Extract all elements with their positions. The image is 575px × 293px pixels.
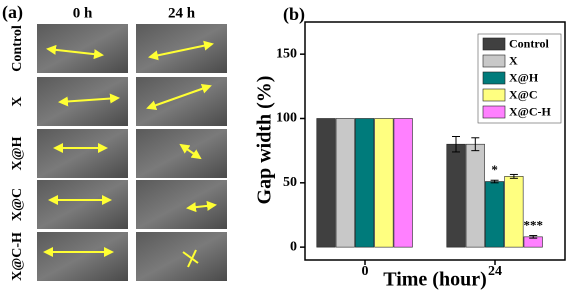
error-bar [452,135,460,153]
micrograph [136,24,227,73]
row-label: X@C [10,188,25,221]
legend-label: X@H [509,70,539,84]
cross-mark [182,251,199,264]
x-tick-label: 0 [362,264,369,279]
error-bar [471,137,480,152]
panel-label: (a) [2,2,23,23]
legend-label: Control [509,36,549,50]
arrow [179,143,202,160]
row-label: X@C-H [10,232,25,281]
row-label: Control [10,25,25,72]
bar [374,118,394,248]
arrow [46,44,104,60]
error-bar [490,179,499,184]
panel-b: (b) Gap width (%) Time (hour) 0 50 100 150 0… [254,4,566,291]
row-label: X [10,96,25,106]
x-axis-label: Time (hour) [383,269,487,291]
micrograph [136,77,227,126]
error-bar [529,235,538,239]
micrograph [37,77,128,126]
bar [316,118,336,248]
plot-frame [304,21,566,261]
micrograph [37,232,128,281]
error-bar [509,173,518,179]
legend-label: X@C-H [509,104,551,118]
micrograph [37,180,128,229]
micrograph [136,232,227,281]
significance-label: *** [523,218,543,233]
legend-swatch [482,105,506,119]
micrograph [136,129,227,178]
row-label: X@H [10,136,25,170]
arrow [148,40,214,61]
y-tick-label: 50 [283,175,297,190]
y-tick-label: 100 [276,111,297,126]
column-label: 24 h [168,5,196,21]
micrograph [37,129,128,178]
bar [465,143,485,248]
y-axis-label: Gap width (%) [254,76,276,205]
cross-mark [187,249,197,268]
bar [446,143,466,248]
arrow [58,93,120,107]
bar [335,118,355,248]
bar [485,181,505,248]
legend-swatch [482,88,506,102]
arrow [146,83,212,111]
legend-label: X [509,53,518,67]
bar [355,118,375,248]
column-label: 0 h [73,5,93,21]
bar [393,118,413,248]
legend-swatch [482,54,506,68]
arrow [186,200,217,213]
y-tick-label: 150 [276,46,297,61]
legend-swatch [482,71,506,85]
x-tick-label: 24 [488,264,502,279]
legend-swatch [482,37,506,51]
y-tick-label: 0 [290,239,297,254]
panel-a: (a) 0 h 24 h Control X X@H X@C X@C-H [2,2,227,281]
panel-label: (b) [283,4,305,25]
bar [504,176,524,248]
legend-label: X@C [509,87,538,101]
significance-label: * [491,162,498,177]
